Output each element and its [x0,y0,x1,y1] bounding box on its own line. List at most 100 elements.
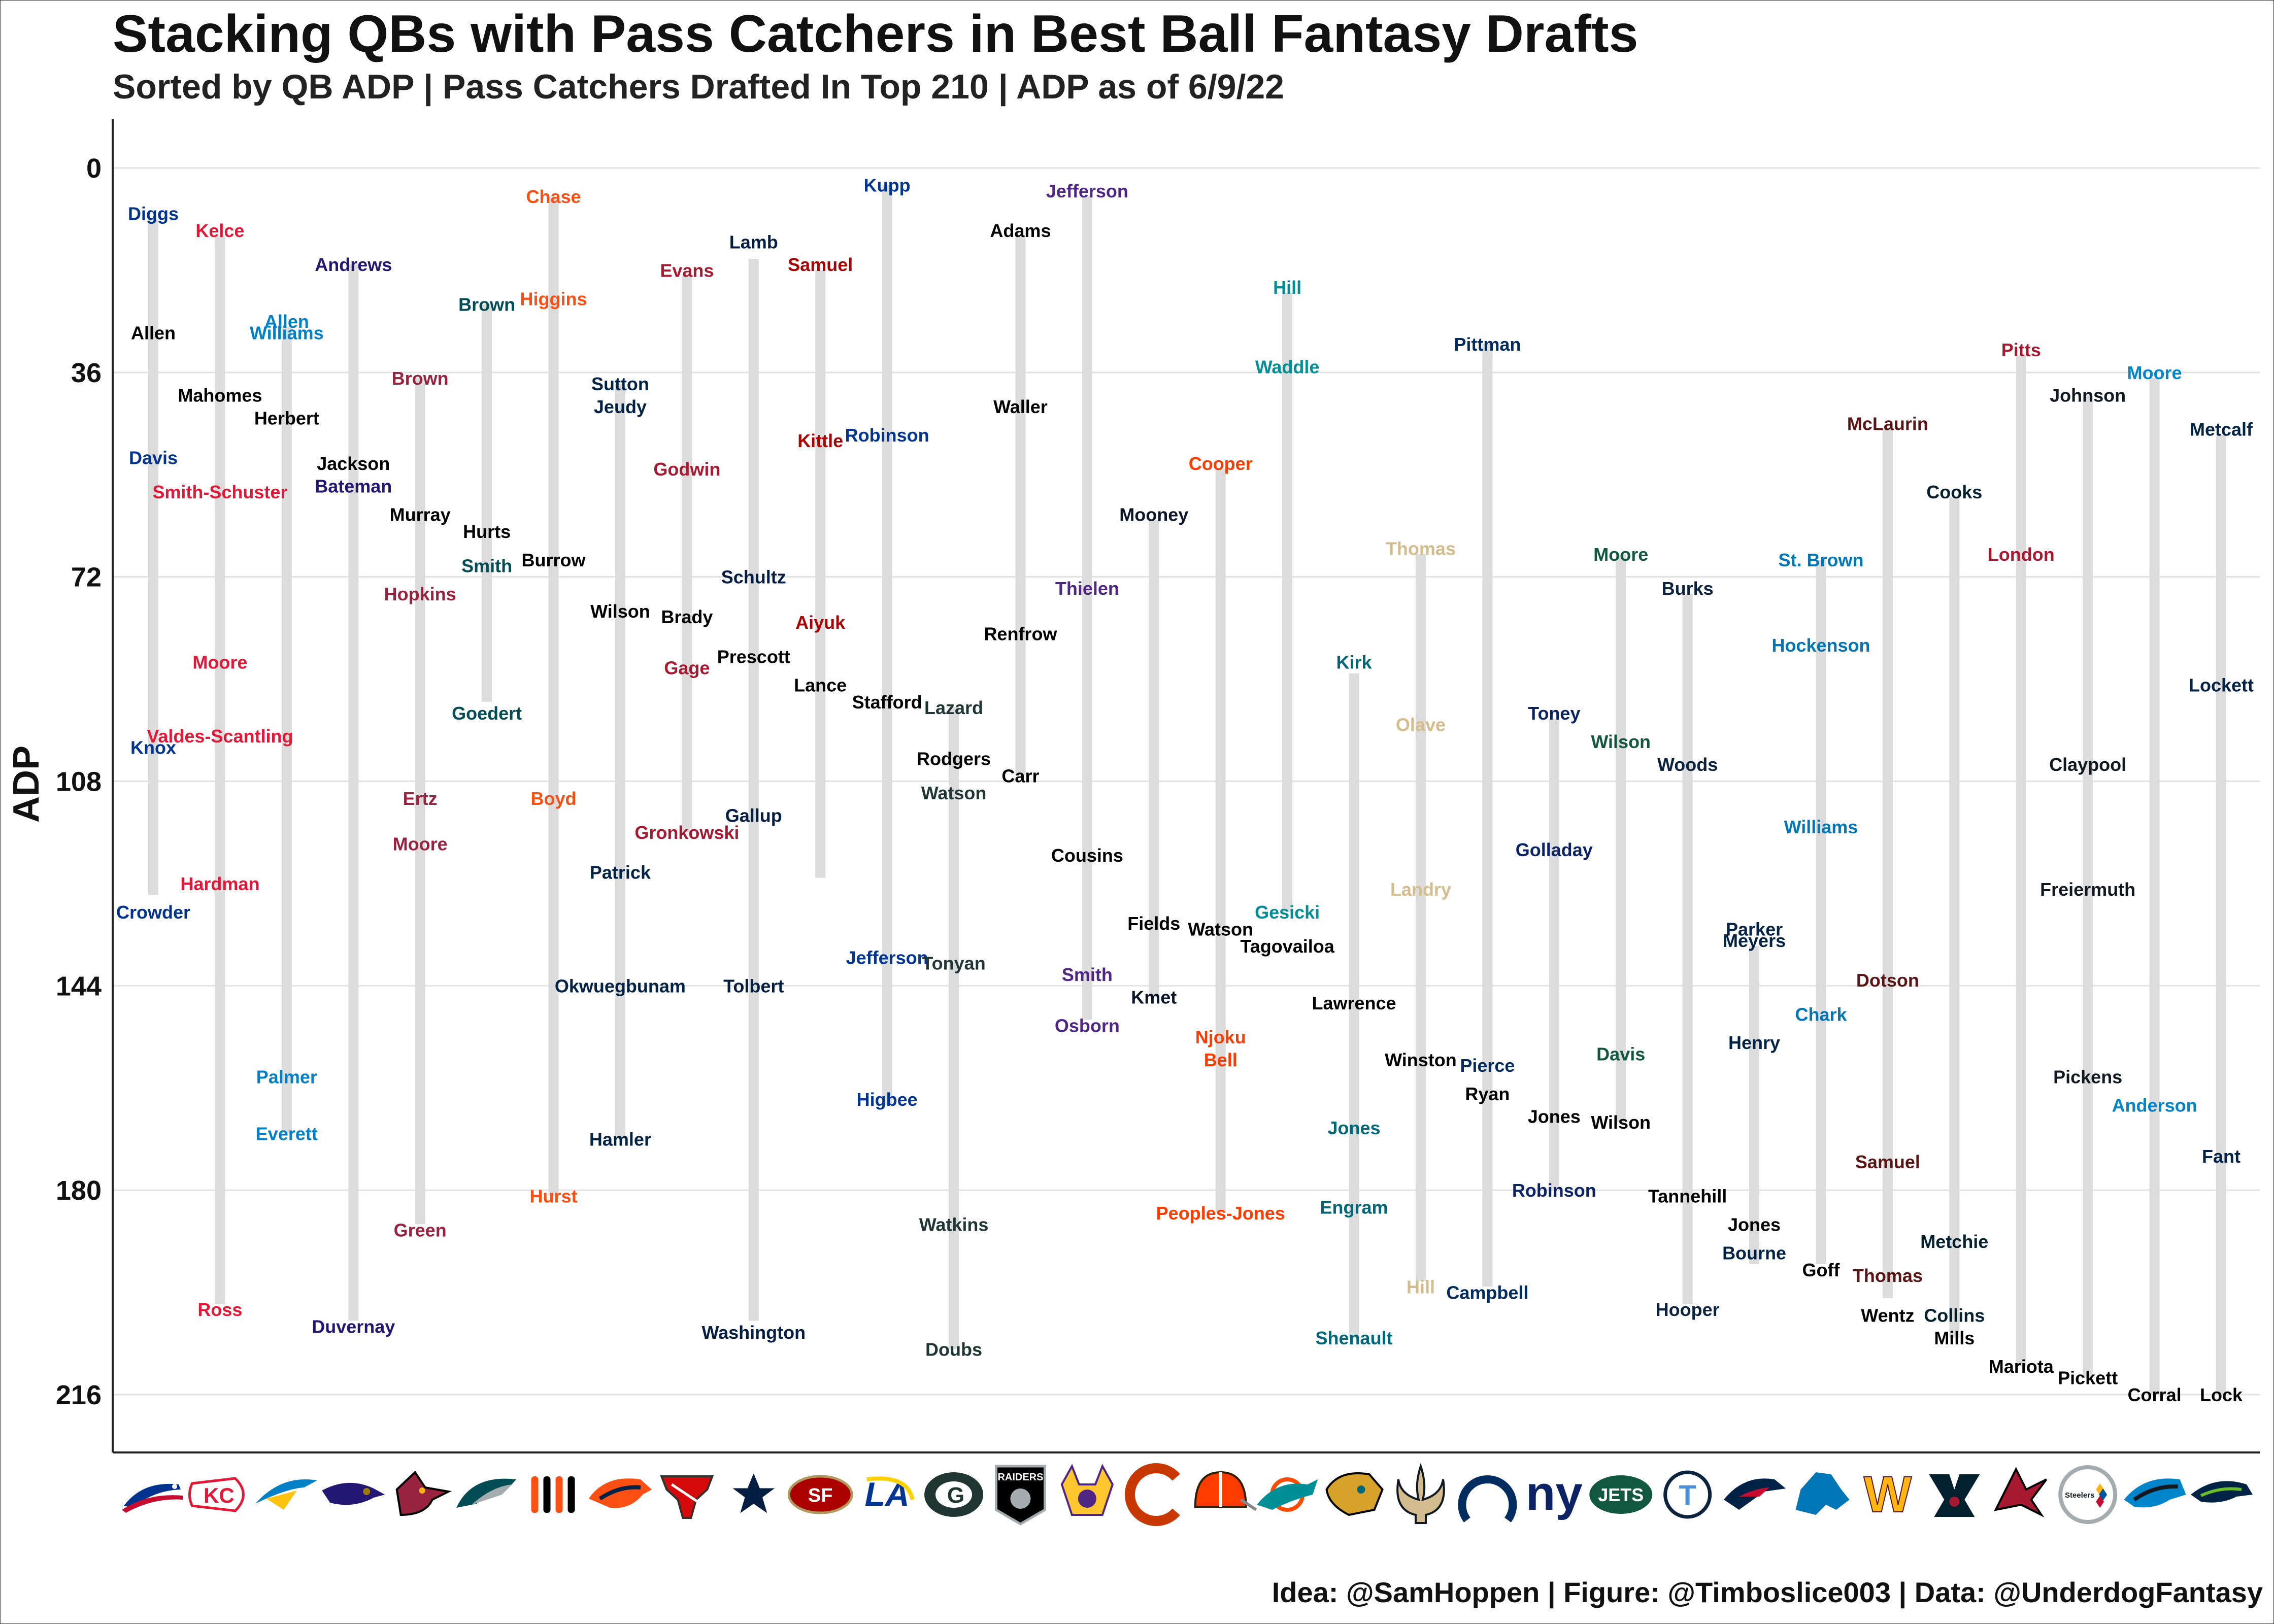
range-bar-no [1415,554,1426,1281]
player-label: Burks [1662,578,1714,599]
player-label: Ross [197,1299,242,1320]
player-label: Goff [1802,1260,1840,1280]
player-label: Boyd [531,788,577,809]
player-label: Jones [1528,1106,1581,1127]
player-label: Watson [1188,919,1253,939]
player-label: Rodgers [917,749,991,769]
player-label: Thielen [1055,578,1119,599]
broncos-logo [588,1478,652,1508]
player-label: Bell [1204,1050,1238,1070]
player-label: Collins [1924,1305,1985,1326]
player-label: Patrick [590,862,651,883]
player-label: Moore [192,652,247,673]
player-label: Engram [1320,1197,1388,1218]
player-label: Hopkins [384,584,456,604]
player-label: Chase [526,186,581,207]
player-label: Johnson [2050,385,2126,406]
player-label: Lockett [2189,674,2254,695]
player-label: Lance [794,674,847,695]
player-label: Pickett [2058,1367,2118,1388]
player-label: Lazard [924,697,983,718]
player-label: Wentz [1861,1305,1914,1326]
texans-logo [1929,1474,1980,1517]
player-label: Prescott [717,646,790,667]
player-label: Ryan [1465,1084,1510,1104]
range-bar-lac [281,327,292,1134]
range-bar-ten [1682,594,1693,1304]
range-bar-ari [415,378,425,1225]
y-tick-label: 72 [71,562,102,593]
svg-text:RAIDERS: RAIDERS [997,1472,1043,1483]
player-label: Mahomes [178,385,262,406]
player-label: Jeudy [594,396,647,417]
player-label: Woods [1657,754,1718,775]
player-label: Winston [1385,1050,1457,1070]
player-label: Bateman [315,476,392,497]
range-bar-den [615,384,625,1139]
player-label: Robinson [1512,1180,1596,1201]
saints-logo [1396,1463,1445,1524]
player-label: Metchie [1920,1231,1988,1252]
player-label: Hooper [1656,1299,1720,1320]
y-axis-title: ADP [6,746,47,823]
player-label: Gronkowski [634,822,739,843]
player-label: Kmet [1131,987,1177,1008]
range-bar-phi [482,304,492,702]
player-label: Shenault [1316,1328,1393,1348]
player-label: Lock [2200,1384,2243,1405]
player-label: Brown [458,294,515,315]
range-bar-min [1082,196,1092,1020]
player-label: Olave [1396,715,1446,735]
player-label: Kelce [195,220,244,241]
colts-logo [1458,1475,1517,1522]
player-label: Cousins [1051,845,1123,866]
player-label: Hill [1407,1276,1435,1297]
player-label: Pitts [2001,340,2041,360]
player-label: Evans [660,260,714,281]
player-label: Pierce [1460,1055,1515,1076]
player-label: Tonyan [922,953,985,974]
svg-text:T: T [1679,1479,1696,1511]
player-label: Herbert [254,408,319,428]
player-label: Jones [1728,1214,1781,1235]
player-label: Davis [129,448,178,468]
player-label: Moore [1593,544,1648,565]
player-label: Osborn [1055,1016,1120,1036]
range-bar-det [1816,560,1826,1264]
range-bar-ind [1482,344,1493,1287]
player-label: Hamler [589,1129,651,1149]
player-label: Tagovailoa [1240,936,1334,957]
player-label: Brady [661,606,713,627]
player-label: Brown [392,368,449,389]
vikings-logo [1060,1464,1114,1516]
player-label: Golladay [1516,839,1593,860]
player-label: Tannehill [1648,1186,1727,1206]
seahawks-logo [2191,1481,2253,1503]
packers-logo: G [924,1472,984,1517]
player-label: Gesicki [1255,902,1320,923]
player-label: Diggs [128,204,179,224]
player-label: Peoples-Jones [1156,1203,1285,1224]
player-label: Watson [921,783,987,803]
player-label: Wilson [590,601,650,622]
player-label: Williams [1784,817,1858,837]
range-bar-hou [1949,497,1960,1338]
player-label: Godwin [653,459,720,480]
player-label: Henry [1728,1032,1780,1053]
chart-caption: Idea: @SamHoppen | Figure: @Timboslice00… [1272,1576,2263,1608]
svg-text:G: G [947,1483,964,1508]
player-label: Pickens [2053,1066,2122,1087]
player-label: Sutton [591,374,649,394]
player-label: Hill [1273,277,1301,298]
player-label: Cooper [1189,453,1253,474]
player-label: Higbee [857,1089,918,1110]
steelers-logo: Steelers [2058,1465,2118,1524]
player-label: Davis [1596,1044,1645,1065]
svg-text:KC: KC [204,1483,235,1507]
range-bar-cin [548,196,559,1196]
range-bar-sf [815,270,826,878]
player-label: Fields [1127,913,1180,934]
player-label: Goedert [452,703,522,724]
49ers-logo: SF [787,1475,853,1514]
player-label: Crowder [116,902,190,923]
